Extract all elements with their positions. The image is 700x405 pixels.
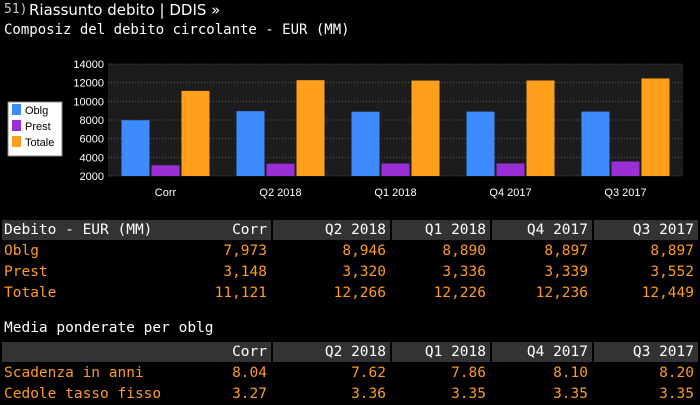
column-header: Debito - EUR (MM)	[2, 220, 165, 240]
bar-oblg-4	[581, 111, 610, 176]
y-tick-label: 2000	[80, 171, 104, 183]
chart-title: Composiz del debito circolante - EUR (MM…	[4, 22, 350, 38]
table-header-row: Corr Q2 2018 Q1 2018 Q4 2017 Q3 2017	[0, 342, 700, 363]
bar-totale-1	[296, 80, 325, 176]
table-header-row: Debito - EUR (MM) Corr Q2 2018 Q1 2018 Q4 20…	[0, 220, 700, 241]
table-cell: 3.35	[553, 386, 588, 402]
column-header: Q3 2017	[594, 220, 698, 240]
column-header: Q2 2018	[273, 342, 390, 362]
y-tick-label: 8000	[80, 115, 104, 127]
table-cell: 3.35	[659, 386, 694, 402]
table-cell: 8,897	[544, 243, 588, 259]
table-cell: 11,121	[214, 285, 267, 301]
y-tick-label: 12000	[73, 78, 104, 90]
legend-swatch-prest	[12, 120, 21, 131]
debt-composition-chart: 2000 4000 6000 8000 10000 12000 14000 Corr Q2 20…	[7, 59, 683, 199]
bar-prest-3	[496, 163, 525, 176]
bar-oblg-1	[236, 111, 265, 176]
x-tick-label: Corr	[155, 187, 177, 199]
row-label: Oblg	[4, 243, 39, 259]
bar-totale-2	[411, 80, 440, 176]
legend-label: Oblg	[25, 105, 48, 117]
row-label: Prest	[4, 264, 48, 280]
title-bar: 51) Riassunto debito | DDIS »	[0, 0, 700, 22]
legend-swatch-totale	[12, 136, 21, 147]
bar-totale-4	[641, 78, 670, 176]
bar-totale-3	[526, 80, 555, 176]
column-header	[2, 342, 165, 362]
table-cell: 3,552	[650, 264, 694, 280]
x-tick-label: Q1 2018	[374, 187, 416, 199]
row-label: Cedole tasso fisso	[4, 386, 162, 402]
table-row: Prest 3,148 3,320 3,336 3,339 3,552	[0, 262, 700, 283]
x-tick-label: Q4 2017	[489, 187, 531, 199]
y-tick-label: 6000	[80, 134, 104, 146]
table-cell: 12,226	[433, 285, 486, 301]
x-tick-label: Q2 2018	[259, 187, 301, 199]
bar-prest-1	[266, 163, 295, 176]
table-cell: 8.20	[659, 365, 694, 381]
avg-section-title: Media ponderate per oblg	[4, 320, 214, 336]
table-cell: 12,449	[641, 285, 694, 301]
x-tick-label: Q3 2017	[604, 187, 646, 199]
table-cell: 3,320	[342, 264, 386, 280]
bar-prest-0	[151, 165, 180, 176]
column-header: Corr	[165, 220, 271, 240]
table-cell: 3.36	[351, 386, 386, 402]
table-cell: 7,973	[223, 243, 267, 259]
y-tick-label: 14000	[73, 59, 104, 71]
bar-prest-2	[381, 163, 410, 176]
table-row: Scadenza in anni 8.04 7.62 7.86 8.10 8.20	[0, 363, 700, 384]
column-header: Q2 2018	[273, 220, 390, 240]
table-cell: 8.04	[232, 365, 267, 381]
table-row: Totale 11,121 12,266 12,226 12,236 12,449	[0, 283, 700, 304]
table-cell: 8,890	[442, 243, 486, 259]
table-cell: 3,336	[442, 264, 486, 280]
table-cell: 7.62	[351, 365, 386, 381]
table-cell: 3,339	[544, 264, 588, 280]
column-header: Q4 2017	[492, 220, 592, 240]
column-header: Q4 2017	[492, 342, 592, 362]
bar-oblg-3	[466, 111, 495, 176]
column-header: Q1 2018	[392, 342, 490, 362]
legend-label: Prest	[25, 121, 51, 133]
table-row: Cedole tasso fisso 3.27 3.36 3.35 3.35 3.35	[0, 384, 700, 405]
y-tick-label: 4000	[80, 152, 104, 164]
row-label: Totale	[4, 285, 57, 301]
bar-totale-0	[181, 90, 210, 176]
legend-swatch-oblg	[12, 104, 21, 115]
bar-oblg-0	[121, 120, 150, 176]
y-tick-label: 10000	[73, 96, 104, 108]
legend-label: Totale	[25, 137, 54, 149]
table-row: Oblg 7,973 8,946 8,890 8,897 8,897	[0, 241, 700, 262]
table-cell: 12,266	[333, 285, 386, 301]
table-cell: 8.10	[553, 365, 588, 381]
column-header: Q1 2018	[392, 220, 490, 240]
window-number: 51)	[4, 2, 28, 17]
bar-prest-4	[611, 161, 640, 176]
table-cell: 8,897	[650, 243, 694, 259]
row-label: Scadenza in anni	[4, 365, 144, 381]
column-header: Corr	[165, 342, 271, 362]
table-cell: 3.35	[451, 386, 486, 402]
table-cell: 12,236	[535, 285, 588, 301]
table-cell: 3.27	[232, 386, 267, 402]
table-cell: 3,148	[223, 264, 267, 280]
table-cell: 8,946	[342, 243, 386, 259]
table-cell: 7.86	[451, 365, 486, 381]
window-title[interactable]: Riassunto debito | DDIS »	[29, 1, 221, 19]
bar-oblg-2	[351, 111, 380, 176]
column-header: Q3 2017	[594, 342, 698, 362]
